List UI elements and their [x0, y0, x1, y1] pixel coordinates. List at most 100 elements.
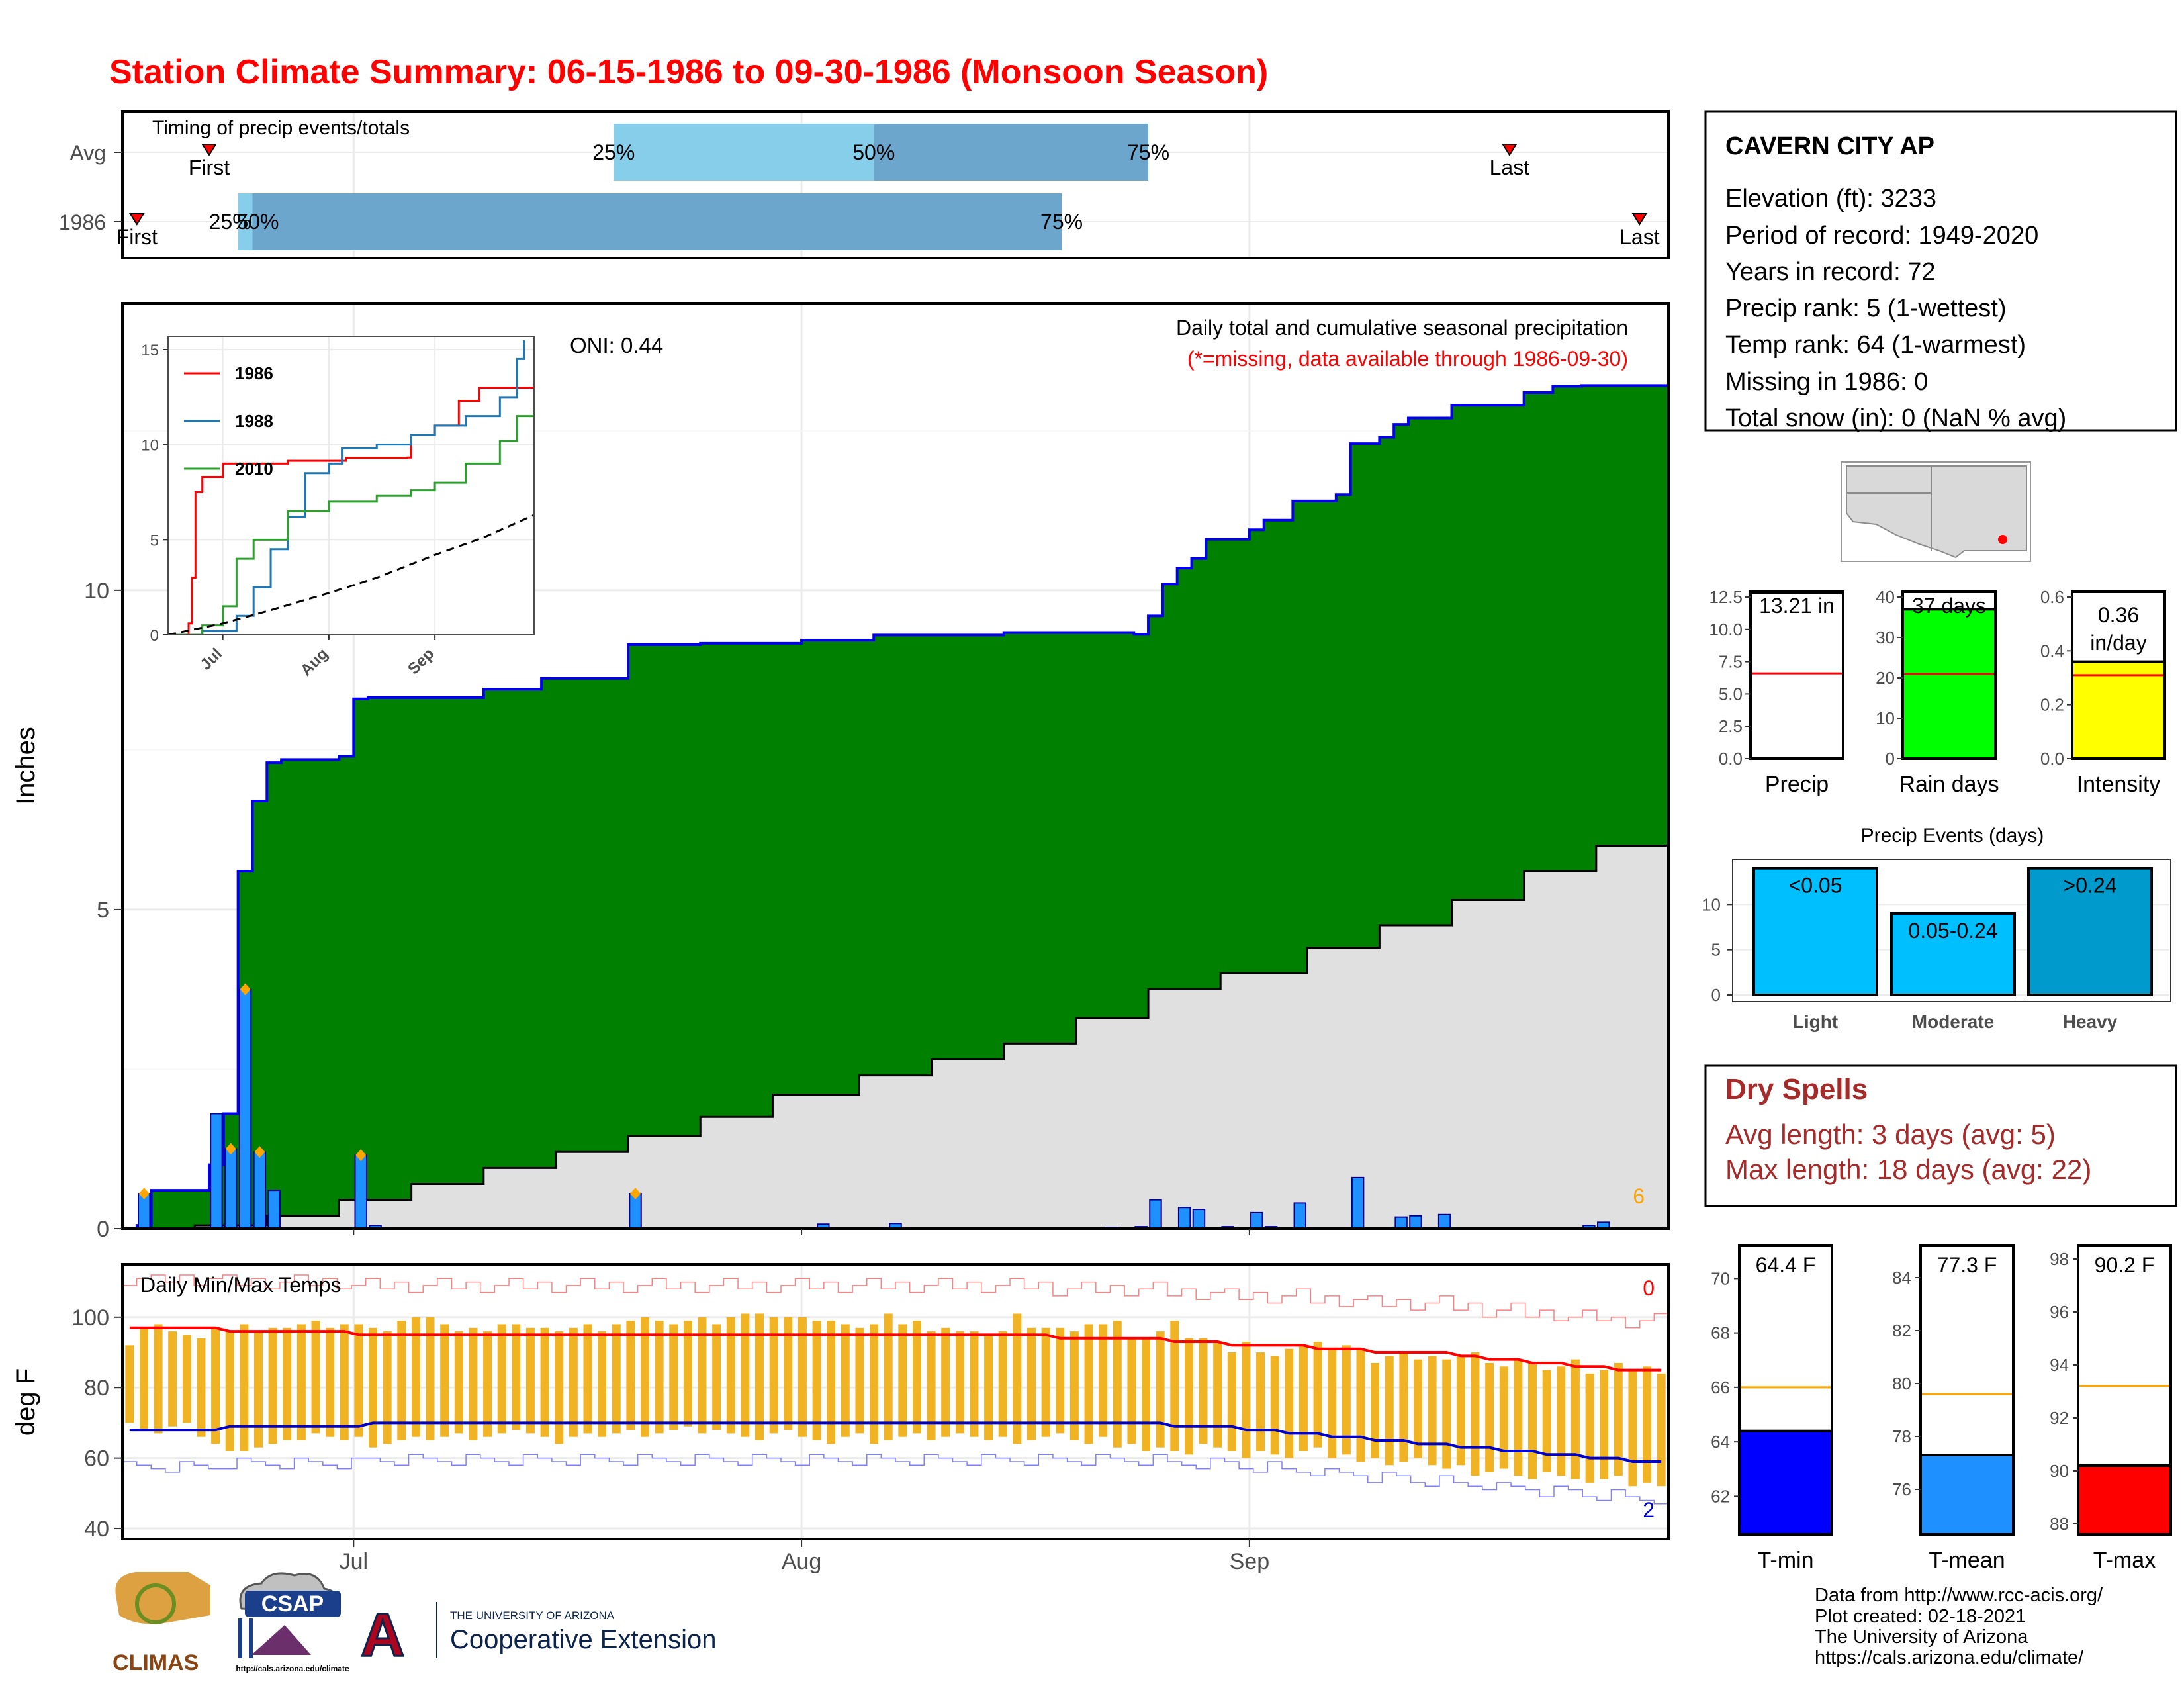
figure-title: Station Climate Summary: 06-15-1986 to 0…	[109, 53, 1268, 91]
daily-temp-range-bar	[612, 1324, 621, 1434]
stat-ytick-label: 0	[1886, 749, 1895, 769]
stat-ytick-label: 0.2	[2040, 695, 2064, 715]
temp-summary-value-2: 90.2 F	[2095, 1253, 2155, 1277]
daily-temp-range-bar	[411, 1317, 420, 1437]
footer-line: The University of Arizona	[1815, 1626, 2028, 1648]
stat-ytick-label: 30	[1876, 628, 1895, 647]
temp-summary-ytick-label: 78	[1892, 1427, 1911, 1446]
inset-frame	[167, 336, 535, 635]
daily-temp-range-bar	[1013, 1313, 1022, 1444]
record-high-line	[122, 1274, 1668, 1329]
timing-row-1986-label: 1986	[59, 211, 106, 234]
stat-value-bar-0	[1749, 592, 1844, 760]
daily-temp-range-bar	[540, 1327, 549, 1437]
daily-temp-range-bar	[1514, 1359, 1523, 1476]
inset-series-1986	[168, 383, 534, 635]
daily-temp-range-bar	[512, 1324, 521, 1430]
events-bar-moderate	[1890, 912, 2016, 996]
daily-temp-range-bar	[1471, 1352, 1480, 1476]
daily-temp-range-bar	[1399, 1352, 1408, 1462]
daily-temp-range-bar	[797, 1317, 807, 1437]
daily-temp-range-bar	[870, 1324, 879, 1444]
daily-temp-range-bar	[1142, 1338, 1151, 1451]
precip-annot-title: Daily total and cumulative seasonal prec…	[1176, 316, 1628, 340]
dry-spells-title: Dry Spells	[1725, 1073, 1868, 1105]
stat-ytick-label: 0.4	[2040, 641, 2064, 661]
climas-logo-text: CLIMAS	[113, 1650, 199, 1675]
station-elevation: Elevation (ft): 3233	[1725, 185, 1936, 212]
cumulative-precip-avg-area	[122, 826, 1668, 1229]
xtick-label: Aug	[782, 1549, 822, 1574]
stat-unit-label-2: in/day	[2090, 631, 2146, 655]
stat-ytick-label: 7.5	[1719, 652, 1743, 672]
inset-series-avg	[168, 514, 534, 635]
daily-temp-range-bar	[841, 1324, 850, 1437]
daily-temp-range-bar	[955, 1331, 964, 1434]
daily-temp-range-bar	[1385, 1356, 1394, 1466]
daily-temp-range-bar	[655, 1321, 664, 1434]
events-category-label: Light	[1793, 1011, 1838, 1032]
daily-precip-bar	[1192, 1209, 1206, 1229]
station-period: Period of record: 1949-2020	[1725, 222, 2038, 250]
precip-area	[122, 384, 1670, 1230]
timing-p50-label: 50%	[236, 210, 279, 234]
csap-rain	[238, 1618, 242, 1658]
daily-temp-range-bar	[197, 1338, 206, 1437]
daily-temp-range-bar	[1113, 1321, 1122, 1448]
missing-data-marker	[138, 1187, 150, 1199]
daily-temp-range-bar	[1256, 1352, 1265, 1451]
daily-precip-bar	[210, 1113, 223, 1230]
daily-temp-range-bar	[683, 1321, 692, 1427]
temp-summary-ytick-label: 80	[1892, 1374, 1911, 1393]
daily-temp-range-bar	[998, 1331, 1007, 1437]
stat-ytick-label: 5.0	[1719, 684, 1743, 704]
daily-temp-range-bar	[326, 1327, 335, 1437]
daily-temp-range-bar	[1170, 1321, 1179, 1451]
daily-precip-bar	[354, 1154, 367, 1230]
inset-legend: 1986 1988 2010	[184, 363, 273, 479]
avg-min-temp-line	[129, 1421, 1662, 1463]
temp-summary-ytick-label: 64	[1711, 1432, 1730, 1452]
daily-precip-bar	[267, 1190, 281, 1230]
ua-logo-small: THE UNIVERSITY OF ARIZONA	[450, 1609, 615, 1622]
stat-ytick-label: 40	[1876, 587, 1895, 607]
temp-summary-ytick-label: 84	[1892, 1268, 1911, 1288]
temp-summary-bar-t-min	[1738, 1429, 1833, 1536]
daily-temp-range-bar	[1285, 1348, 1294, 1458]
dry-spells-frame	[1704, 1064, 2177, 1207]
daily-temp-range-bar	[569, 1327, 578, 1437]
daily-temp-range-bar	[1069, 1331, 1079, 1441]
stat-value-bar-1	[1901, 608, 1997, 760]
daily-temp-range-bar	[984, 1335, 993, 1441]
temps-annot-bottom: 2	[1643, 1498, 1655, 1522]
stat-ytick-label: 10	[1876, 708, 1895, 728]
events-bar-light	[1752, 867, 1878, 996]
temp-summary-ytick-label: 90	[2050, 1461, 2069, 1481]
daily-temp-range-bar	[884, 1313, 893, 1441]
daily-temp-range-bar	[1557, 1366, 1566, 1476]
temp-summary-ytick-label: 94	[2050, 1355, 2069, 1375]
dry-spells-max: Max length: 18 days (avg: 22)	[1725, 1154, 2091, 1185]
events-title: Precip Events (days)	[1861, 825, 2044, 847]
daily-temp-range-bar	[970, 1331, 979, 1437]
timing-iqr-upper	[252, 193, 1062, 250]
logo-university-arizona: A THE UNIVERSITY OF ARIZONA Cooperative …	[360, 1601, 717, 1670]
xtick-label: Jul	[340, 1549, 368, 1574]
temp-summary-label-2: T-max	[2093, 1548, 2156, 1573]
daily-precip-bar	[1177, 1207, 1191, 1230]
timing-iqr-lower	[238, 193, 253, 250]
stat-value-label-2: 0.36	[2098, 603, 2139, 627]
daily-temp-range-bar	[812, 1321, 821, 1441]
daily-precip-bar	[224, 1148, 238, 1230]
station-info-frame	[1704, 110, 2177, 432]
temps-ytick-label: 60	[84, 1446, 109, 1472]
daily-temp-range-bar	[383, 1331, 392, 1444]
record-low-line	[122, 1454, 1668, 1505]
daily-temp-range-bar	[755, 1313, 764, 1441]
events-bar-heavy	[2027, 867, 2153, 996]
events-ytick-label: 5	[1711, 940, 1721, 960]
inset-ytick-label: 10	[141, 437, 159, 455]
climas-logo-shape	[115, 1572, 210, 1624]
map-states-shape	[1846, 465, 2027, 559]
